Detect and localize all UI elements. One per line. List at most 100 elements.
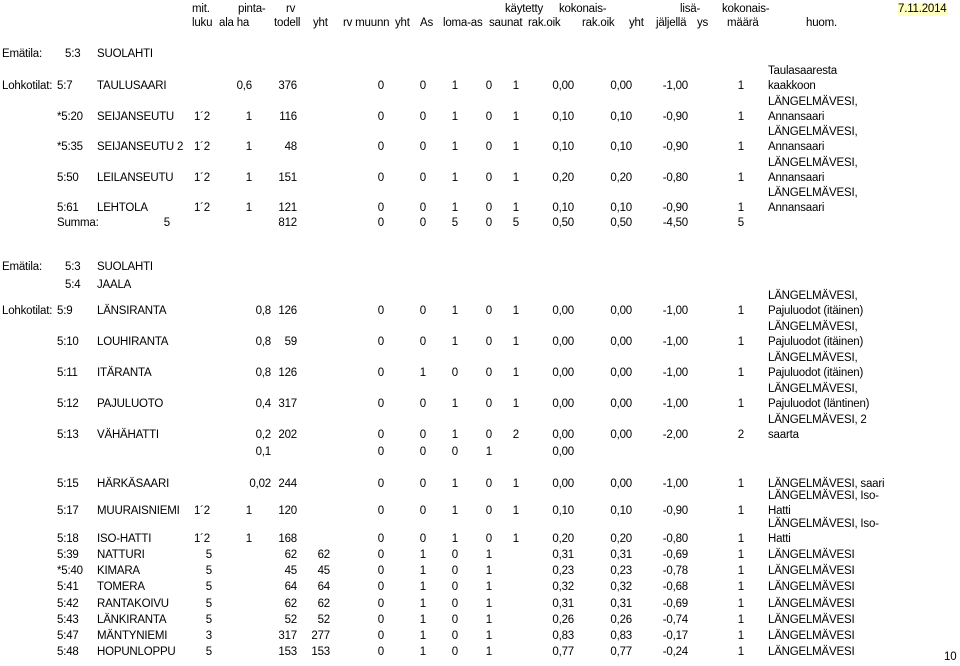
row-yht1: 0 xyxy=(377,614,384,626)
row-code: 5:41 xyxy=(57,581,79,593)
row-rv: 126 xyxy=(278,367,297,379)
row-yht1: 0 xyxy=(377,505,384,517)
row-huom-1: LÄNGELMÄVESI, xyxy=(768,352,858,364)
row-yht: 0 xyxy=(377,202,384,214)
row-rak1: 0,10 xyxy=(610,505,632,517)
row-rak2: -0,90 xyxy=(662,202,688,214)
row-name: SEIJANSEUTU 2 xyxy=(97,141,184,153)
row-rak2: -0,69 xyxy=(662,598,688,610)
row-rak2: -1,00 xyxy=(662,367,688,379)
header-line1-cell: käytetty xyxy=(505,3,544,15)
row-muunn: 0 xyxy=(419,533,426,545)
row-saunat: 0,00 xyxy=(552,305,574,317)
row-code: 5:11 xyxy=(57,367,78,379)
row-rak1: 0,10 xyxy=(610,111,632,123)
row-mit: 3 xyxy=(205,630,212,642)
row-saunat: 0,23 xyxy=(552,565,574,577)
row-as: 0 xyxy=(485,478,492,490)
row-lisa: 1 xyxy=(737,505,744,517)
row-code: 5:15 xyxy=(57,478,79,490)
row-huom-2: Hatti xyxy=(768,505,791,517)
row-loma: 1 xyxy=(512,367,519,379)
row-yht: 277 xyxy=(311,630,330,642)
row-yht: 45 xyxy=(317,565,331,577)
row-yht: 62 xyxy=(317,549,331,561)
row-rak1: 0,31 xyxy=(610,549,632,561)
header-line1-cell: pinta- xyxy=(238,3,266,15)
lohkotilat-label-1: Lohkotilat: xyxy=(2,80,53,92)
row-yht1: 0 xyxy=(377,305,384,317)
row-rak2: -1,00 xyxy=(662,336,688,348)
row-rak1: 0,31 xyxy=(610,598,632,610)
row-yht: 0 xyxy=(377,172,384,184)
row-as: 1 xyxy=(485,446,492,458)
row-code: 5:7 xyxy=(57,80,73,92)
row-mit: 1´2 xyxy=(193,505,210,517)
row-code: 5:12 xyxy=(57,398,79,410)
row-saunat: 0,32 xyxy=(552,581,574,593)
row-huom-2: Annansaari xyxy=(768,172,825,184)
row-rv: 120 xyxy=(278,505,297,517)
summa-muunn: 0 xyxy=(419,217,426,229)
row-loma: 1 xyxy=(512,398,519,410)
header-line2-cell: luku xyxy=(192,17,213,29)
row-yht1: 0 xyxy=(377,398,384,410)
header-line1-cell: rv xyxy=(286,3,296,15)
row-yht2: 1 xyxy=(451,141,458,153)
row-rv: 244 xyxy=(278,478,297,490)
row-lisa: 1 xyxy=(737,598,744,610)
header-line2-cell: As xyxy=(420,17,434,29)
row-yht: 64 xyxy=(317,581,331,593)
row-loma: 1 xyxy=(512,172,519,184)
row-huom-1: Taulasaaresta xyxy=(768,65,837,77)
row-muunn: 1 xyxy=(419,549,426,561)
row-lisa: 1 xyxy=(737,80,744,92)
row-huom-2: LÄNGELMÄVESI xyxy=(768,614,855,626)
row-huom-2: Pajuluodot (läntinen) xyxy=(768,398,870,410)
row-rv: 116 xyxy=(279,111,297,123)
row-loma: 1 xyxy=(512,478,519,490)
row-rak2: -0,78 xyxy=(662,565,688,577)
header-line1-cell: kokonais- xyxy=(559,3,607,15)
header-line2-cell: yht xyxy=(629,17,644,29)
row-loma: 1 xyxy=(512,202,519,214)
row-lisa: 1 xyxy=(737,549,744,561)
row-name: MÄNTYNIEMI xyxy=(97,630,168,642)
row-muunn: 1 xyxy=(419,367,426,379)
row-pinta: 0,8 xyxy=(255,305,272,317)
row-huom-2: Pajuluodot (itäinen) xyxy=(768,305,864,317)
row-pinta: 0,02 xyxy=(249,478,271,490)
row-name: SEIJANSEUTU xyxy=(97,111,175,123)
row-yht1: 0 xyxy=(377,598,384,610)
row-saunat: 0,00 xyxy=(552,367,574,379)
row-pinta: 1 xyxy=(245,505,252,517)
row-rak1: 0,26 xyxy=(610,614,632,626)
row-code: 5:42 xyxy=(57,598,79,610)
row-mit: 1´2 xyxy=(193,202,210,214)
row-rak1: 0,20 xyxy=(610,172,632,184)
row-saunat: 0,20 xyxy=(552,172,574,184)
row-rv: 62 xyxy=(284,549,298,561)
header-line2-cell: loma-as xyxy=(443,17,483,29)
summa-rak1: 0,50 xyxy=(610,217,632,229)
row-huom-1: LÄNGELMÄVESI, xyxy=(768,383,858,395)
row-yht2: 1 xyxy=(451,111,458,123)
row-huom-2: Annansaari xyxy=(768,111,825,123)
row-yht: 62 xyxy=(317,598,331,610)
row-saunat: 0,26 xyxy=(552,614,574,626)
row-rak2: -0,90 xyxy=(662,111,688,123)
row-mit: 5 xyxy=(205,565,212,577)
row-loma: 1 xyxy=(512,305,519,317)
row-as: 1 xyxy=(485,565,492,577)
row-huom-1: LÄNGELMÄVESI, xyxy=(768,321,858,333)
row-huom-2: LÄNGELMÄVESI, saari xyxy=(768,478,885,490)
row-rak2: -2,00 xyxy=(662,429,688,441)
row-as: 0 xyxy=(485,111,492,123)
row-lisa: 2 xyxy=(737,429,744,441)
row-lisa: 1 xyxy=(737,202,744,214)
row-name: ISO-HATTI xyxy=(97,533,152,545)
row-huom-2: saarta xyxy=(768,429,799,441)
row-rv: 376 xyxy=(278,80,297,92)
row-rak2: -0,90 xyxy=(662,505,688,517)
row-rak1: 0,83 xyxy=(610,630,632,642)
